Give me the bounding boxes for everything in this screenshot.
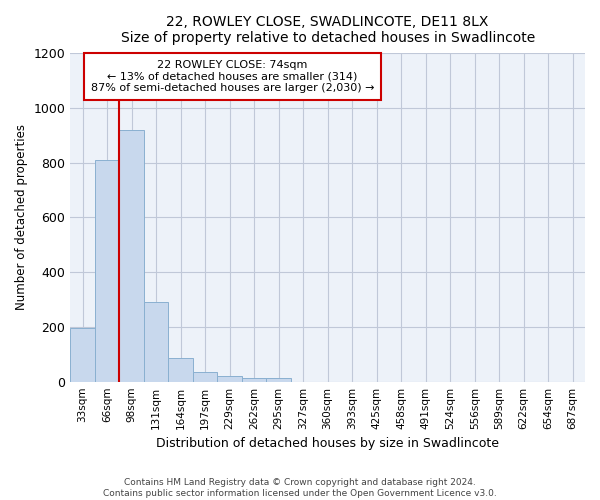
Bar [242, 378, 266, 382]
Title: 22, ROWLEY CLOSE, SWADLINCOTE, DE11 8LX
Size of property relative to detached ho: 22, ROWLEY CLOSE, SWADLINCOTE, DE11 8LX … [121, 15, 535, 45]
Text: Contains HM Land Registry data © Crown copyright and database right 2024.
Contai: Contains HM Land Registry data © Crown c… [103, 478, 497, 498]
Bar [70, 328, 95, 382]
Text: 22 ROWLEY CLOSE: 74sqm
← 13% of detached houses are smaller (314)
87% of semi-de: 22 ROWLEY CLOSE: 74sqm ← 13% of detached… [91, 60, 374, 93]
Bar [119, 130, 144, 382]
Bar [144, 302, 169, 382]
Bar [193, 372, 217, 382]
Bar [169, 358, 193, 382]
Bar [95, 160, 119, 382]
Y-axis label: Number of detached properties: Number of detached properties [15, 124, 28, 310]
X-axis label: Distribution of detached houses by size in Swadlincote: Distribution of detached houses by size … [156, 437, 499, 450]
Bar [217, 376, 242, 382]
Bar [266, 378, 291, 382]
